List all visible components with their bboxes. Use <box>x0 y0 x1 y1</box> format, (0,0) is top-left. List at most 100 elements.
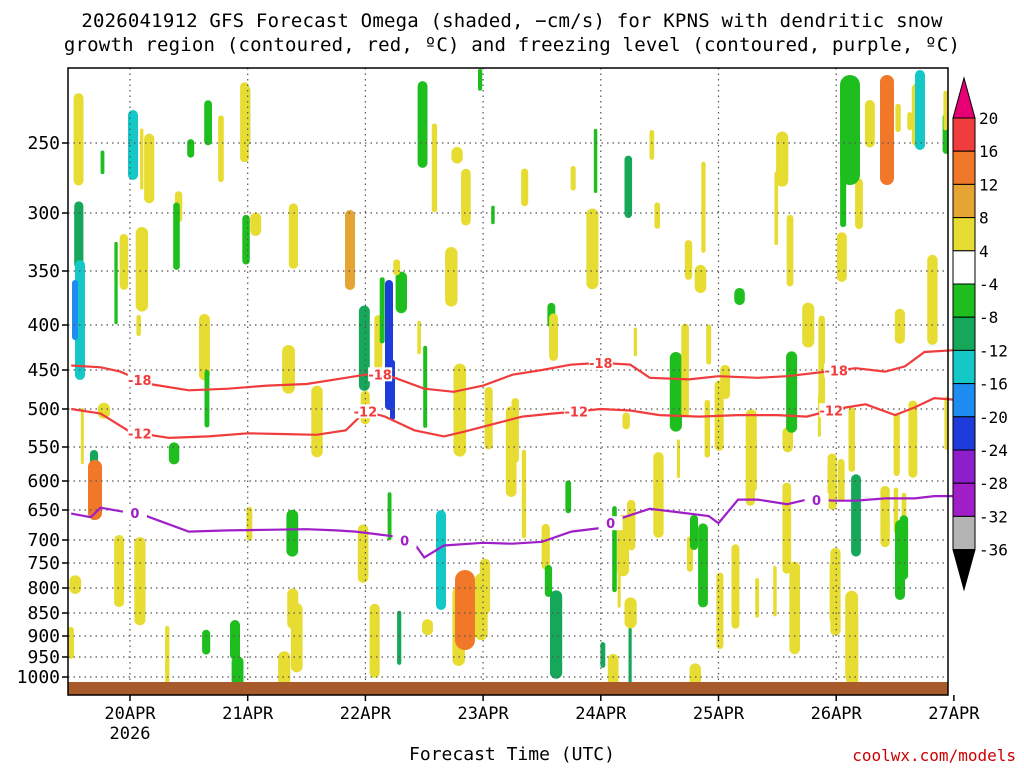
omega-cell <box>617 526 621 608</box>
colorbar-swatch <box>952 183 976 219</box>
grid-lines <box>68 68 948 695</box>
y-tick-label: 1000 <box>17 667 60 688</box>
omega-cell <box>140 128 144 190</box>
x-axis-label: Forecast Time (UTC) <box>409 744 615 765</box>
colorbar-swatch <box>952 150 976 185</box>
x-tick-sublabel: 2026 <box>110 724 151 744</box>
omega-cell <box>893 413 900 476</box>
omega-cell <box>734 288 745 306</box>
colorbar-bottom-arrow <box>952 549 976 592</box>
contour-label-bg <box>127 372 152 387</box>
omega-cell <box>202 629 211 655</box>
omega-cell <box>848 407 855 472</box>
omega-cell <box>204 370 210 428</box>
omega-cell <box>393 259 401 276</box>
colorbar: 20 16 12 8 4 -4 -8 -12 -16 -20 -24 -28 -32 -36 <box>952 76 1008 592</box>
omega-cell <box>773 566 777 617</box>
plot-border <box>67 67 949 696</box>
contour-label-bg <box>368 367 393 382</box>
omega-cell <box>901 492 907 518</box>
omega-cell <box>100 150 105 175</box>
chart-title-line-1: 2026041912 GFS Forecast Omega (shaded, −… <box>81 10 943 32</box>
omega-cell <box>593 128 598 193</box>
colorbar-label: -24 <box>979 441 1008 460</box>
omega-cell <box>431 123 438 213</box>
omega-cell <box>624 155 633 218</box>
y-tick-label: 550 <box>27 437 60 458</box>
omega-cell <box>417 320 421 355</box>
omega-cell <box>173 202 180 270</box>
colorbar-label: -4 <box>979 275 998 294</box>
omega-cell <box>855 178 863 229</box>
omega-cell <box>586 208 599 290</box>
colorbar-swatch <box>952 416 976 451</box>
omega-cell <box>417 81 428 168</box>
omega-cell <box>550 590 563 679</box>
contour-label: 0 <box>130 507 139 522</box>
y-tick-label: 800 <box>27 578 60 599</box>
contour-label-bg <box>127 426 152 441</box>
omega-cell <box>880 485 890 548</box>
omega-cell <box>73 93 84 186</box>
omega-cell <box>379 277 385 344</box>
omega-cell <box>895 103 901 132</box>
omega-cell <box>782 482 792 574</box>
omega-cell <box>311 385 323 458</box>
contour-label-bg <box>824 363 849 378</box>
contour-label-bg <box>804 492 829 507</box>
omega-feature <box>345 210 355 290</box>
omega-feature <box>840 75 860 185</box>
contour-label: -12 <box>128 427 152 442</box>
y-tick-label: 400 <box>27 315 60 336</box>
omega-cell <box>694 264 707 293</box>
omega-cell <box>423 345 428 428</box>
contour-label: -18 <box>589 357 613 372</box>
contour-label: 0 <box>812 494 821 509</box>
colorbar-label: -8 <box>979 308 998 327</box>
omega-cell <box>165 625 170 695</box>
colorbar-swatch <box>952 250 976 285</box>
omega-cell <box>541 523 550 570</box>
omega-cell <box>136 314 141 337</box>
y-tick-label: 950 <box>27 647 60 668</box>
contour-label-bg <box>353 404 378 419</box>
x-tick-label: 21APR <box>222 704 274 724</box>
omega-cell <box>908 400 918 478</box>
omega-cell <box>144 133 155 204</box>
colorbar-swatch <box>952 217 976 252</box>
contour-label-bg <box>598 516 623 531</box>
omega-cell <box>68 626 74 659</box>
omega-cell <box>774 171 779 245</box>
x-tick-label: 25APR <box>693 704 745 724</box>
omega-cell <box>114 241 118 325</box>
omega-cell <box>187 139 195 158</box>
omega-cell <box>387 492 392 541</box>
omega-cell <box>684 240 693 280</box>
colorbar-label: -16 <box>979 375 1008 394</box>
omega-cell <box>864 100 875 148</box>
omega-cell <box>894 308 905 344</box>
omega-feature <box>895 520 905 600</box>
omega-cell <box>837 459 845 502</box>
omega-cell <box>701 161 706 253</box>
colorbar-label: 4 <box>979 242 989 261</box>
omega-feature <box>88 460 102 520</box>
omega-cell <box>786 214 794 287</box>
contour-label: -18 <box>128 374 152 389</box>
omega-cell <box>624 597 637 629</box>
y-tick-label: 650 <box>27 500 60 521</box>
colorbar-label: 8 <box>979 209 989 228</box>
omega-cell <box>676 439 680 479</box>
omega-cell <box>246 506 253 541</box>
x-tick-label: 24APR <box>575 704 627 724</box>
omega-cell <box>491 205 495 225</box>
omega-cell <box>521 168 529 207</box>
omega-cell <box>600 642 606 668</box>
omega-cell <box>654 202 661 229</box>
y-tick-label: 350 <box>27 261 60 282</box>
omega-cell <box>74 201 84 269</box>
colorbar-label: -28 <box>979 474 1008 493</box>
omega-cell <box>397 610 402 665</box>
omega-cell <box>653 452 664 538</box>
